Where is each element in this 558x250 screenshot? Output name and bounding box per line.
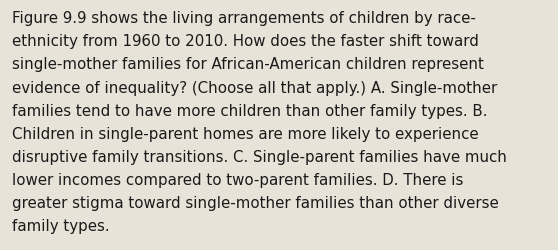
Text: Figure 9.9 shows the living arrangements of children by race-: Figure 9.9 shows the living arrangements… bbox=[12, 11, 476, 26]
Text: single-mother families for African-American children represent: single-mother families for African-Ameri… bbox=[12, 57, 484, 72]
Text: lower incomes compared to two-parent families. D. There is: lower incomes compared to two-parent fam… bbox=[12, 172, 464, 187]
Text: Children in single-parent homes are more likely to experience: Children in single-parent homes are more… bbox=[12, 126, 479, 141]
Text: greater stigma toward single-mother families than other diverse: greater stigma toward single-mother fami… bbox=[12, 195, 499, 210]
Text: families tend to have more children than other family types. B.: families tend to have more children than… bbox=[12, 103, 488, 118]
Text: ethnicity from 1960 to 2010. How does the faster shift toward: ethnicity from 1960 to 2010. How does th… bbox=[12, 34, 479, 49]
Text: evidence of inequality? (Choose all that apply.) A. Single-mother: evidence of inequality? (Choose all that… bbox=[12, 80, 498, 95]
Text: family types.: family types. bbox=[12, 218, 110, 233]
Text: disruptive family transitions. C. Single-parent families have much: disruptive family transitions. C. Single… bbox=[12, 149, 507, 164]
